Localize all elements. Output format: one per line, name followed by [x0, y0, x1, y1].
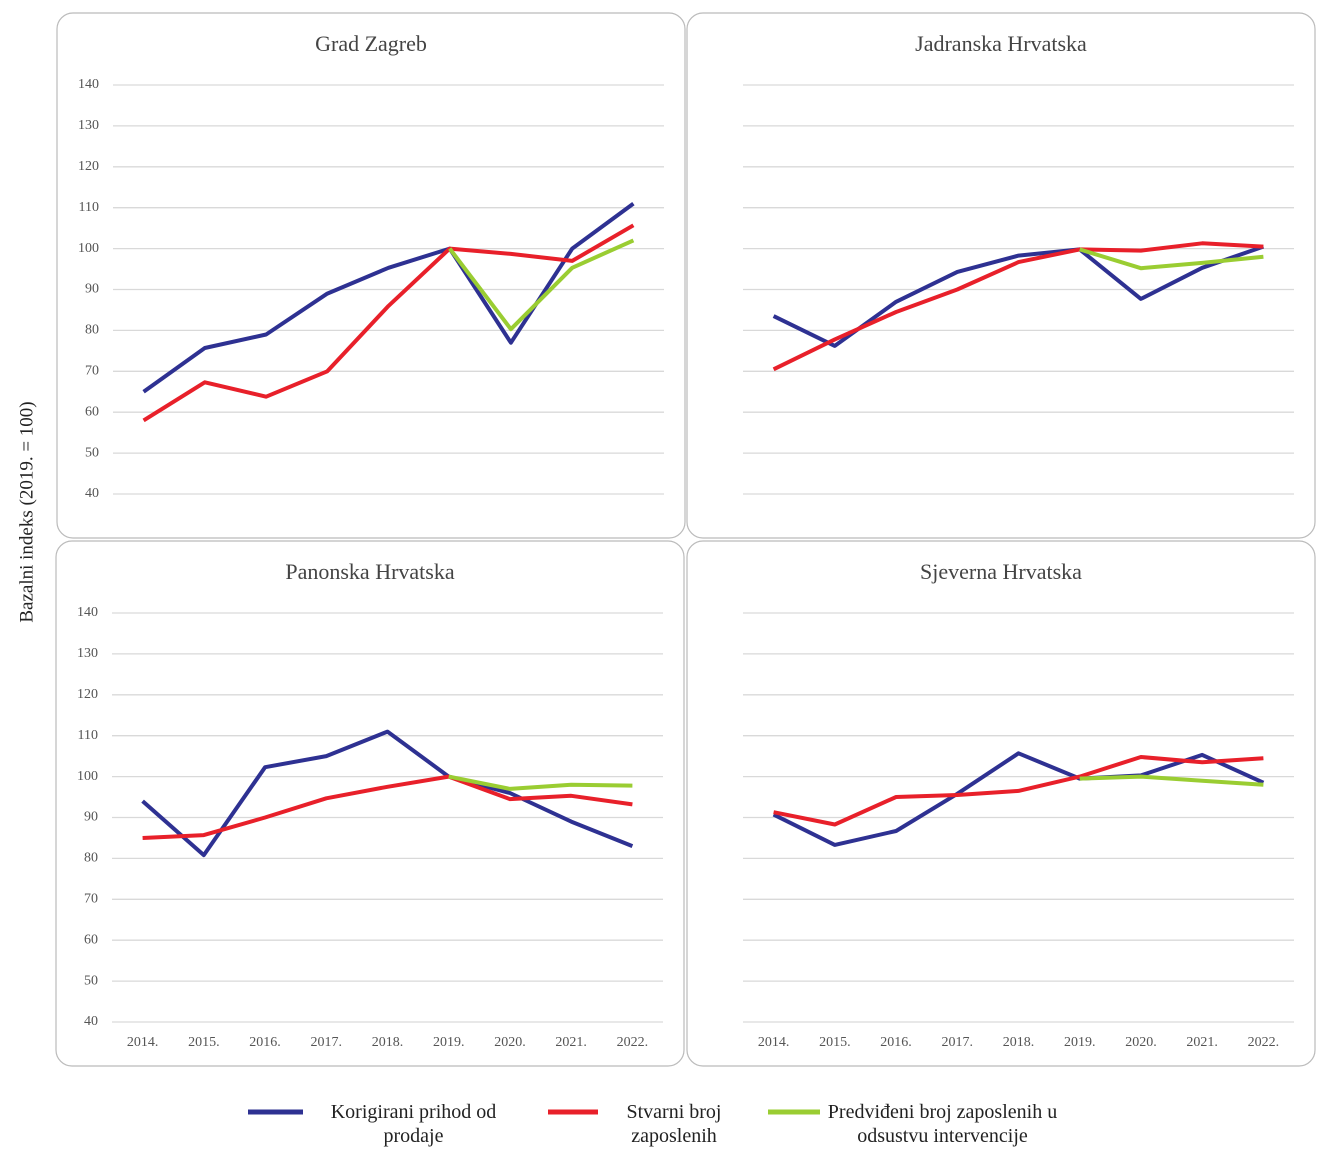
series-line [1079, 774, 1264, 787]
y-tick-label: 120 [78, 159, 99, 174]
x-tick-label: 2018. [372, 1035, 404, 1050]
x-tick-label: 2019. [1064, 1035, 1096, 1050]
y-tick-label: 40 [85, 486, 99, 501]
y-tick-label: 120 [77, 687, 98, 702]
x-tick-label: 2016. [249, 1035, 281, 1050]
y-tick-label: 90 [84, 810, 98, 825]
x-tick-label: 2022. [617, 1035, 649, 1050]
x-tick-label: 2019. [433, 1035, 465, 1050]
y-tick-label: 50 [85, 445, 99, 460]
panel-frame [56, 12, 686, 539]
series-line [448, 774, 633, 791]
y-tick-label: 140 [77, 605, 98, 620]
legend-label: Korigirani prihod od prodaje [330, 1101, 497, 1147]
x-tick-label: 2021. [555, 1035, 587, 1050]
y-tick-label: 130 [78, 118, 99, 133]
x-tick-label: 2017. [311, 1035, 343, 1050]
series-line [142, 223, 635, 423]
y-tick-label: 100 [77, 769, 98, 784]
x-tick-label: 2015. [819, 1035, 851, 1050]
y-axis-label: Bazalni indeks (2019. = 100) [16, 401, 37, 622]
y-tick-label: 140 [78, 77, 99, 92]
x-tick-label: 2021. [1186, 1035, 1218, 1050]
panel-frame [686, 540, 1316, 1067]
x-tick-label: 2014. [758, 1035, 790, 1050]
x-tick-label: 2020. [494, 1035, 526, 1050]
y-tick-label: 80 [84, 851, 98, 866]
legend-label: Predviđeni broj zaposlenih u odsustvu in… [827, 1101, 1058, 1147]
panel-title: Jadranska Hrvatska [915, 31, 1087, 56]
y-tick-label: 110 [79, 200, 99, 215]
series-line [1079, 247, 1264, 271]
panel-title: Panonska Hrvatska [285, 559, 454, 584]
y-tick-label: 70 [84, 892, 98, 907]
y-tick-label: 110 [78, 728, 98, 743]
y-tick-label: 40 [84, 1014, 98, 1029]
series-line [772, 241, 1264, 372]
y-tick-label: 50 [84, 973, 98, 988]
panel-title: Grad Zagreb [315, 31, 427, 56]
y-tick-label: 80 [85, 323, 99, 338]
legend-label: Stvarni broj zaposlenih [626, 1101, 722, 1147]
series-line [772, 751, 1265, 847]
x-tick-label: 2017. [942, 1035, 974, 1050]
panel-frame [686, 12, 1316, 539]
y-tick-label: 60 [85, 404, 99, 419]
series-line [141, 729, 634, 858]
x-tick-label: 2018. [1003, 1035, 1035, 1050]
panel-title: Sjeverna Hrvatska [920, 559, 1082, 584]
y-tick-label: 90 [85, 282, 99, 297]
x-tick-label: 2022. [1248, 1035, 1280, 1050]
panel-frame [55, 540, 685, 1067]
y-tick-label: 70 [85, 364, 99, 379]
x-tick-label: 2020. [1125, 1035, 1157, 1050]
y-tick-label: 100 [78, 241, 99, 256]
x-tick-label: 2016. [880, 1035, 912, 1050]
series-line [448, 238, 635, 332]
x-tick-label: 2014. [127, 1035, 159, 1050]
series-line [142, 201, 635, 394]
series-line [142, 774, 633, 840]
y-tick-label: 130 [77, 646, 98, 661]
series-line [773, 755, 1264, 827]
x-tick-label: 2015. [188, 1035, 220, 1050]
y-tick-label: 60 [84, 932, 98, 947]
